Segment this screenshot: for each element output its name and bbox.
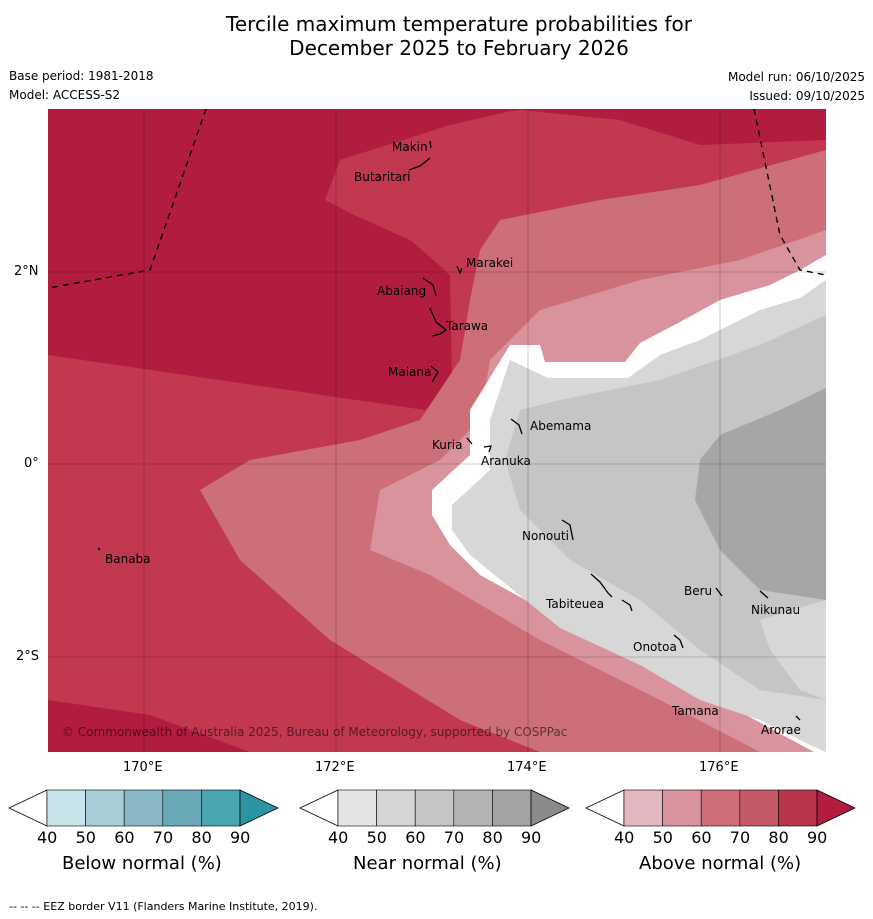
label-beru: Beru <box>684 584 712 598</box>
map-title: Tercile maximum temperature probabilitie… <box>0 12 873 60</box>
colorbar-above-tick-70: 70 <box>729 828 751 847</box>
label-tamana: Tamana <box>671 704 719 718</box>
title-line-2: December 2025 to February 2026 <box>289 36 629 60</box>
colorbar-below-cell-0 <box>46 789 86 827</box>
lon-label-174: 174°E <box>507 760 547 775</box>
colorbar-near-cell-4 <box>492 789 532 827</box>
model-run-date: Model run: 06/10/2025 <box>727 70 865 84</box>
colorbar-near-tick-40: 40 <box>328 828 349 847</box>
label-tarawa: Tarawa <box>445 319 488 333</box>
colorbar-above-tick-90: 90 <box>807 828 828 847</box>
map-fields: Makin Butaritari Marakei Abaiang Tarawa … <box>48 109 826 752</box>
colorbar-above-tick-60: 60 <box>691 828 712 847</box>
label-onotoa: Onotoa <box>633 640 677 654</box>
above-normal-90-core <box>48 109 520 410</box>
colorbar-below-tick-40: 40 <box>37 828 58 847</box>
colorbar-near-tick-70: 70 <box>443 828 465 847</box>
colorbar-above-cell-1 <box>662 789 702 827</box>
label-maiana: Maiana <box>388 365 431 379</box>
colorbar-above-tick-40: 40 <box>614 828 635 847</box>
label-nikunau: Nikunau <box>751 603 800 617</box>
colorbar-below-cell-3 <box>162 789 202 827</box>
colorbar-above-cell-0 <box>623 789 663 827</box>
label-abemama: Abemama <box>530 419 591 433</box>
label-arorae: Arorae <box>761 723 801 737</box>
colorbar-above-cell-2 <box>700 789 741 827</box>
colorbar-near-cell-2 <box>414 789 455 827</box>
colorbars <box>8 789 856 827</box>
above-normal-90-sw <box>48 700 250 752</box>
near-normal-70-band <box>695 388 826 600</box>
label-banaba: Banaba <box>105 552 151 566</box>
colorbar-below-min-extend <box>8 789 48 827</box>
colorbar-near-tick-50: 50 <box>366 828 387 847</box>
colorbar-near-tick-60: 60 <box>405 828 426 847</box>
colorbar-above-tick-80: 80 <box>768 828 789 847</box>
colorbar-above-min-extend <box>585 789 625 827</box>
label-abaiang: Abaiang <box>377 284 426 298</box>
label-tabiteuea: Tabiteuea <box>545 597 604 611</box>
label-marakei: Marakei <box>466 256 513 270</box>
colorbar-near-min-extend <box>299 789 339 827</box>
colorbar-below-tick-90: 90 <box>230 828 251 847</box>
title-line-1: Tercile maximum temperature probabilitie… <box>226 12 692 36</box>
colorbar-near-tick-90: 90 <box>521 828 542 847</box>
lon-label-170: 170°E <box>123 760 163 775</box>
colorbar-near-cell-1 <box>376 789 416 827</box>
colorbar-below-tick-70: 70 <box>152 828 174 847</box>
lon-label-172: 172°E <box>315 760 355 775</box>
colorbar-near-cell-3 <box>453 789 493 827</box>
colorbar-above-title: Above normal (%) <box>639 853 802 874</box>
eez-footnote: -- -- -- EEZ border V11 (Flanders Marine… <box>9 900 318 913</box>
colorbar-below-tick-80: 80 <box>191 828 212 847</box>
label-butaritari: Butaritari <box>354 170 411 184</box>
model-name: Model: ACCESS-S2 <box>9 88 121 102</box>
base-period: Base period: 1981-2018 <box>9 69 154 83</box>
issued-date: Issued: 09/10/2025 <box>749 89 865 103</box>
colorbar-near-cell-0 <box>337 789 377 827</box>
colorbar-above-cell-3 <box>739 789 779 827</box>
colorbar-near-tick-80: 80 <box>482 828 503 847</box>
label-kuria: Kuria <box>432 438 463 452</box>
colorbar-below-tick-60: 60 <box>114 828 135 847</box>
colorbar-near-title: Near normal (%) <box>353 853 502 874</box>
label-nonouti: Nonouti <box>522 529 569 543</box>
colorbar-near-max-extend <box>530 789 570 827</box>
colorbar-below-tick-50: 50 <box>75 828 96 847</box>
colorbar-below-cell-2 <box>123 789 164 827</box>
eez-borders <box>48 109 826 289</box>
colorbar-above-max-extend <box>816 789 856 827</box>
lat-label-2s: 2°S <box>16 649 40 664</box>
colorbar-below-max-extend <box>239 789 279 827</box>
colorbar-below-title: Below normal (%) <box>62 853 222 874</box>
lat-label-2n: 2°N <box>14 264 39 279</box>
colorbar-above-tick-50: 50 <box>652 828 673 847</box>
colorbar-below-cell-1 <box>85 789 125 827</box>
graticule <box>48 109 826 752</box>
colorbar-below-cell-4 <box>201 789 241 827</box>
colorbar-above-cell-4 <box>778 789 818 827</box>
place-labels: Makin Butaritari Marakei Abaiang Tarawa … <box>105 140 801 737</box>
island-outlines <box>97 140 801 721</box>
label-aranuka: Aranuka <box>481 454 531 468</box>
lat-label-0: 0° <box>24 456 39 471</box>
near-normal-60-band <box>505 315 826 700</box>
lon-label-176: 176°E <box>699 760 739 775</box>
near-normal-50-se <box>760 600 826 700</box>
copyright-notice: © Commonwealth of Australia 2025, Bureau… <box>62 725 567 739</box>
label-makin: Makin <box>392 140 428 154</box>
